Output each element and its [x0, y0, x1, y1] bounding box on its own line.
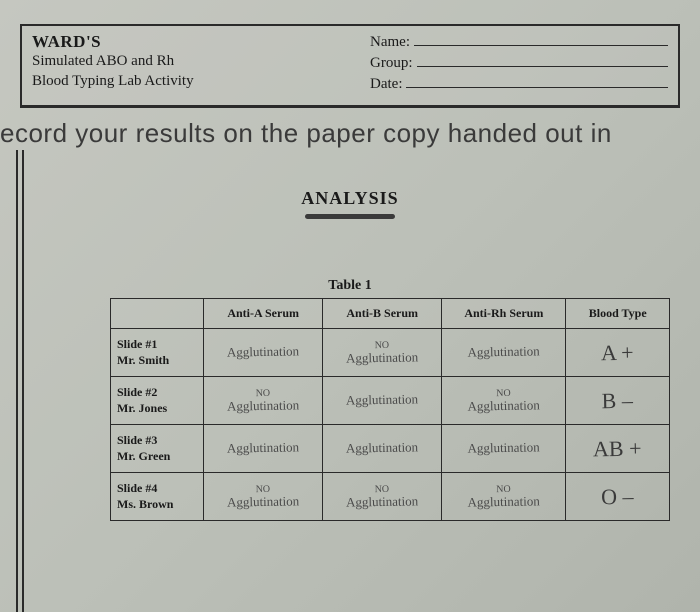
cell-blood-type: A +: [566, 329, 670, 377]
cell-anti-rh: Agglutination: [442, 425, 566, 473]
handwritten-value: Agglutination: [448, 344, 559, 360]
margin-rule-left-2: [22, 150, 24, 612]
analysis-heading: ANALYSIS: [0, 188, 700, 209]
table-row: Slide #2 Mr. Jones NOAgglutination Agglu…: [111, 377, 670, 425]
person-label: Mr. Smith: [117, 353, 169, 367]
date-underline: [406, 74, 668, 88]
col-anti-a: Anti-A Serum: [204, 299, 323, 329]
blood-type-value: B –: [572, 387, 663, 415]
table-row: Slide #3 Mr. Green Agglutination Aggluti…: [111, 425, 670, 473]
subtitle-line1: Simulated ABO and Rh: [32, 52, 330, 72]
person-label: Mr. Jones: [117, 401, 167, 415]
cell-anti-a: Agglutination: [204, 329, 323, 377]
name-label: Name:: [370, 34, 410, 51]
handwritten-value: NOAgglutination: [329, 339, 435, 366]
col-blood-type: Blood Type: [566, 299, 670, 329]
table-row: Slide #4 Ms. Brown NOAgglutination NOAgg…: [111, 473, 670, 521]
cell-anti-rh: NOAgglutination: [442, 473, 566, 521]
name-underline: [414, 32, 668, 46]
date-field: Date:: [370, 74, 668, 93]
row-header: Slide #3 Mr. Green: [111, 425, 204, 473]
cell-anti-b: Agglutination: [323, 425, 442, 473]
instruction-text: ecord your results on the paper copy han…: [0, 118, 700, 149]
group-underline: [417, 53, 669, 67]
handwritten-value: NOAgglutination: [210, 387, 316, 414]
margin-rule-left: [16, 150, 18, 612]
header-box: WARD'S Simulated ABO and Rh Blood Typing…: [20, 24, 680, 108]
row-header: Slide #1 Mr. Smith: [111, 329, 204, 377]
cell-blood-type: B –: [566, 377, 670, 425]
row-header: Slide #4 Ms. Brown: [111, 473, 204, 521]
cell-anti-a: NOAgglutination: [204, 377, 323, 425]
row-header: Slide #2 Mr. Jones: [111, 377, 204, 425]
person-label: Mr. Green: [117, 449, 170, 463]
slide-label: Slide #1: [117, 337, 157, 351]
cell-anti-rh: Agglutination: [442, 329, 566, 377]
col-anti-rh: Anti-Rh Serum: [442, 299, 566, 329]
blood-type-value: O –: [572, 483, 663, 511]
handwritten-value: Agglutination: [329, 392, 435, 408]
slide-label: Slide #4: [117, 481, 157, 495]
group-field: Group:: [370, 53, 668, 72]
cell-anti-a: NOAgglutination: [204, 473, 323, 521]
blood-type-value: AB +: [572, 435, 663, 463]
name-field: Name:: [370, 32, 668, 51]
results-table: Anti-A Serum Anti-B Serum Anti-Rh Serum …: [110, 298, 670, 521]
header-right: Name: Group: Date:: [330, 32, 668, 95]
handwritten-value: NOAgglutination: [448, 387, 560, 414]
brand-label: WARD'S: [32, 32, 330, 52]
slide-label: Slide #3: [117, 433, 157, 447]
date-label: Date:: [370, 76, 402, 93]
cell-anti-b: NOAgglutination: [323, 329, 442, 377]
handwritten-value: Agglutination: [210, 344, 316, 360]
blood-type-value: A +: [572, 339, 663, 367]
group-label: Group:: [370, 55, 413, 72]
table-caption: Table 1: [0, 278, 700, 294]
slide-label: Slide #2: [117, 385, 157, 399]
col-anti-b: Anti-B Serum: [323, 299, 442, 329]
cell-anti-rh: NOAgglutination: [442, 377, 566, 425]
handwritten-value: NOAgglutination: [329, 483, 435, 510]
table-header-row: Anti-A Serum Anti-B Serum Anti-Rh Serum …: [111, 299, 670, 329]
handwritten-value: Agglutination: [329, 440, 435, 456]
worksheet-paper: WARD'S Simulated ABO and Rh Blood Typing…: [0, 0, 700, 612]
handwritten-value: NOAgglutination: [210, 483, 316, 510]
subtitle-line2: Blood Typing Lab Activity: [32, 72, 330, 92]
header-left: WARD'S Simulated ABO and Rh Blood Typing…: [32, 32, 330, 95]
cell-anti-a: Agglutination: [204, 425, 323, 473]
handwritten-value: Agglutination: [210, 440, 316, 456]
cell-blood-type: O –: [566, 473, 670, 521]
handwritten-value: Agglutination: [448, 440, 559, 456]
person-label: Ms. Brown: [117, 497, 173, 511]
handwritten-value: NOAgglutination: [448, 483, 560, 510]
cell-blood-type: AB +: [566, 425, 670, 473]
analysis-underline: [305, 214, 395, 219]
cell-anti-b: Agglutination: [323, 377, 442, 425]
table-row: Slide #1 Mr. Smith Agglutination NOAgglu…: [111, 329, 670, 377]
cell-anti-b: NOAgglutination: [323, 473, 442, 521]
col-blank: [111, 299, 204, 329]
